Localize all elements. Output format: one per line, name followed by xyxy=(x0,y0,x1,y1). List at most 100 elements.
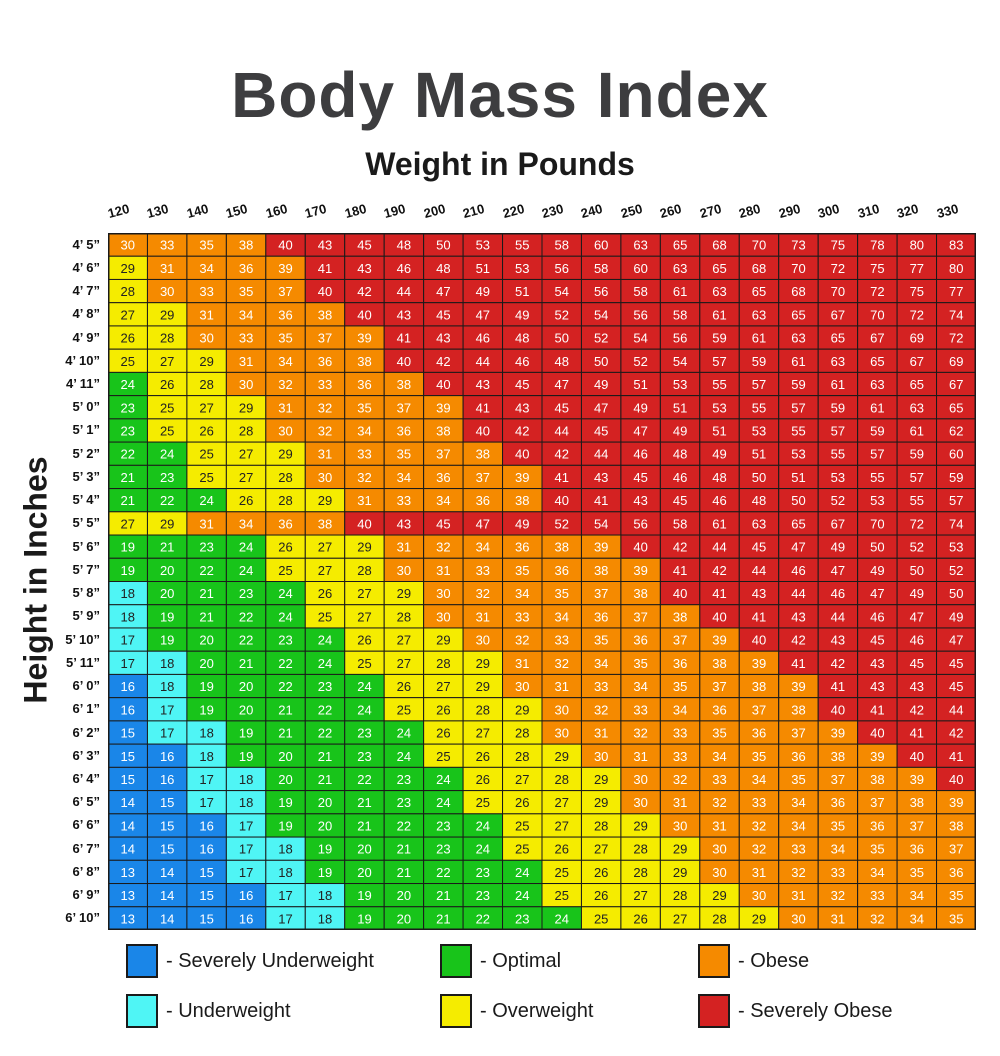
cell-value-label: 35 xyxy=(357,400,371,415)
legend-swatch xyxy=(440,944,472,978)
cell-value-label: 52 xyxy=(910,540,924,555)
cell-value-label: 61 xyxy=(870,400,884,415)
y-tick-label: 6’ 6” xyxy=(72,817,100,833)
cell-value-label: 63 xyxy=(712,284,726,299)
cell-value-label: 44 xyxy=(831,609,845,624)
cell-value-label: 32 xyxy=(554,656,568,671)
cell-value-label: 23 xyxy=(476,888,490,903)
cell-value-label: 38 xyxy=(870,772,884,787)
cell-value-label: 47 xyxy=(870,586,884,601)
x-tick-label: 270 xyxy=(697,200,723,221)
cell-value-label: 29 xyxy=(752,911,766,926)
cell-value-label: 37 xyxy=(397,400,411,415)
cell-value-label: 20 xyxy=(318,795,332,810)
cell-value-label: 59 xyxy=(949,470,963,485)
y-tick-label: 6’ 0” xyxy=(72,678,100,694)
cell-value-label: 23 xyxy=(476,865,490,880)
cell-value-label: 51 xyxy=(673,400,687,415)
cell-value-label: 24 xyxy=(278,609,292,624)
cell-value-label: 19 xyxy=(199,679,213,694)
cell-value-label: 51 xyxy=(476,261,490,276)
x-tick-label: 130 xyxy=(145,200,171,221)
cell-value-label: 34 xyxy=(712,749,726,764)
bmi-heatmap: 30 33 35 38 40 43 45 48 50 53 55 58 60 63 65 68 70 73 75 78… xyxy=(108,233,976,930)
cell-value-label: 34 xyxy=(436,493,450,508)
cell-value-label: 59 xyxy=(870,423,884,438)
cell-value-label: 53 xyxy=(831,470,845,485)
cell-value-label: 21 xyxy=(120,470,134,485)
cell-value-label: 39 xyxy=(436,400,450,415)
cell-value-label: 27 xyxy=(673,911,687,926)
y-tick-label: 4’ 5” xyxy=(72,236,100,252)
cell-value-label: 61 xyxy=(910,423,924,438)
cell-value-label: 21 xyxy=(318,749,332,764)
cell-value-label: 38 xyxy=(357,354,371,369)
x-tick-label: 290 xyxy=(776,200,802,221)
cell-value-label: 46 xyxy=(712,493,726,508)
cell-value-label: 24 xyxy=(436,772,450,787)
cell-value-label: 34 xyxy=(831,842,845,857)
cell-value-label: 44 xyxy=(712,540,726,555)
cell-value-label: 14 xyxy=(160,888,174,903)
legend-item: - Severely Obese xyxy=(698,994,893,1028)
legend-item: - Overweight xyxy=(440,994,593,1028)
cell-value-label: 28 xyxy=(436,656,450,671)
x-axis-label: Weight in Pounds xyxy=(365,146,635,182)
cell-value-label: 27 xyxy=(160,354,174,369)
cell-value-label: 19 xyxy=(357,888,371,903)
cell-value-label: 15 xyxy=(120,726,134,741)
cell-value-label: 39 xyxy=(791,679,805,694)
cell-value-label: 46 xyxy=(476,331,490,346)
cell-value-label: 35 xyxy=(673,679,687,694)
cell-value-label: 30 xyxy=(436,586,450,601)
cell-value-label: 24 xyxy=(357,702,371,717)
cell-value-label: 41 xyxy=(476,400,490,415)
cell-value-label: 68 xyxy=(791,284,805,299)
cell-value-label: 31 xyxy=(633,749,647,764)
cell-value-label: 19 xyxy=(239,749,253,764)
cell-value-label: 30 xyxy=(554,702,568,717)
cell-value-label: 43 xyxy=(910,679,924,694)
cell-value-label: 72 xyxy=(870,284,884,299)
cell-value-label: 21 xyxy=(199,609,213,624)
cell-value-label: 40 xyxy=(278,238,292,253)
cell-value-label: 32 xyxy=(436,540,450,555)
cell-value-label: 31 xyxy=(752,865,766,880)
x-tick-label: 150 xyxy=(224,200,250,221)
cell-value-label: 20 xyxy=(239,679,253,694)
y-tick-label: 5’ 8” xyxy=(72,585,100,601)
cell-value-label: 20 xyxy=(357,865,371,880)
x-tick-label: 240 xyxy=(579,200,605,221)
cell-value-label: 32 xyxy=(476,586,490,601)
cell-value-label: 22 xyxy=(239,609,253,624)
cell-value-label: 25 xyxy=(357,656,371,671)
cell-value-label: 34 xyxy=(791,795,805,810)
cell-value-label: 24 xyxy=(476,818,490,833)
cell-value-label: 48 xyxy=(515,331,529,346)
cell-value-label: 16 xyxy=(199,842,213,857)
cell-value-label: 47 xyxy=(436,284,450,299)
cell-value-label: 57 xyxy=(791,400,805,415)
cell-value-label: 53 xyxy=(476,238,490,253)
cell-value-label: 33 xyxy=(357,447,371,462)
cell-value-label: 54 xyxy=(633,331,647,346)
cell-value-label: 30 xyxy=(318,470,332,485)
legend-swatch xyxy=(126,994,158,1028)
cell-value-label: 70 xyxy=(870,307,884,322)
cell-value-label: 30 xyxy=(120,238,134,253)
cell-value-label: 26 xyxy=(476,772,490,787)
cell-value-label: 40 xyxy=(831,702,845,717)
cell-value-label: 36 xyxy=(554,563,568,578)
cell-value-label: 28 xyxy=(278,493,292,508)
cell-value-label: 30 xyxy=(160,284,174,299)
legend-swatch xyxy=(698,994,730,1028)
cell-value-label: 35 xyxy=(831,818,845,833)
cell-value-label: 25 xyxy=(554,888,568,903)
cell-value-label: 46 xyxy=(673,470,687,485)
cell-value-label: 45 xyxy=(633,470,647,485)
cell-value-label: 36 xyxy=(476,493,490,508)
cell-value-label: 22 xyxy=(436,865,450,880)
cell-value-label: 67 xyxy=(831,516,845,531)
cell-value-label: 29 xyxy=(594,795,608,810)
cell-value-label: 23 xyxy=(515,911,529,926)
